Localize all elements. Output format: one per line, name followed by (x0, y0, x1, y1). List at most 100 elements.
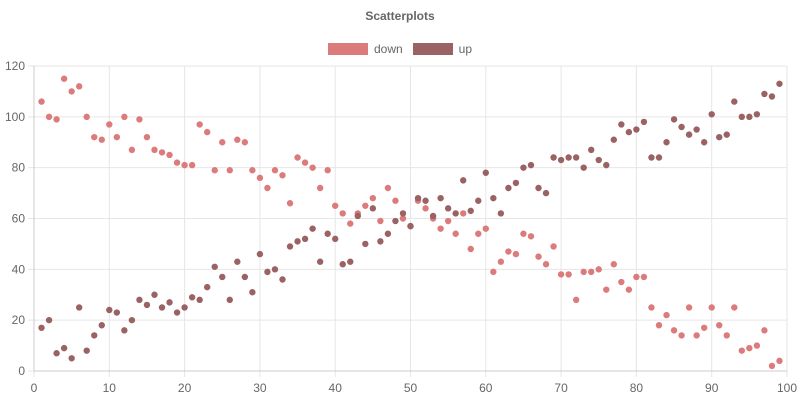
point-down-32[interactable] (271, 167, 279, 174)
point-up-87[interactable] (685, 131, 693, 138)
point-up-81[interactable] (640, 118, 648, 126)
point-up-57[interactable] (460, 177, 467, 184)
point-down-59[interactable] (475, 230, 482, 237)
point-up-10[interactable] (106, 306, 113, 314)
point-down-41[interactable] (339, 210, 346, 217)
point-down-4[interactable] (60, 75, 68, 82)
point-down-45[interactable] (369, 194, 377, 202)
point-up-80[interactable] (633, 126, 640, 133)
point-down-13[interactable] (128, 146, 136, 154)
point-down-84[interactable] (663, 311, 670, 319)
point-up-52[interactable] (422, 197, 429, 204)
point-up-21[interactable] (188, 294, 196, 301)
point-up-77[interactable] (610, 136, 618, 143)
point-up-39[interactable] (324, 230, 331, 237)
point-up-53[interactable] (429, 212, 437, 220)
point-down-96[interactable] (753, 342, 761, 349)
point-up-30[interactable] (256, 250, 264, 258)
point-up-7[interactable] (83, 347, 90, 354)
point-up-38[interactable] (316, 258, 324, 265)
point-down-16[interactable] (151, 146, 158, 154)
point-down-18[interactable] (166, 151, 173, 159)
point-down-55[interactable] (444, 217, 452, 225)
point-up-99[interactable] (776, 80, 783, 87)
point-up-72[interactable] (572, 154, 580, 161)
point-down-76[interactable] (603, 286, 610, 293)
point-up-5[interactable] (68, 355, 75, 362)
point-up-14[interactable] (136, 296, 143, 304)
point-down-1[interactable] (38, 98, 45, 105)
point-down-31[interactable] (264, 184, 271, 192)
point-up-96[interactable] (753, 111, 761, 118)
point-down-14[interactable] (136, 116, 143, 123)
point-down-98[interactable] (768, 362, 776, 370)
point-down-97[interactable] (761, 327, 768, 334)
point-up-95[interactable] (746, 113, 753, 121)
point-down-7[interactable] (83, 113, 90, 121)
point-down-46[interactable] (377, 217, 384, 225)
point-up-78[interactable] (618, 121, 625, 128)
point-up-82[interactable] (648, 154, 655, 161)
point-down-92[interactable] (723, 332, 730, 339)
point-down-78[interactable] (618, 278, 625, 286)
point-up-84[interactable] (663, 139, 670, 146)
point-up-85[interactable] (670, 116, 678, 123)
point-up-40[interactable] (332, 235, 339, 243)
point-down-73[interactable] (580, 268, 587, 276)
point-down-95[interactable] (746, 344, 753, 352)
point-up-42[interactable] (347, 258, 354, 265)
point-up-11[interactable] (113, 309, 121, 316)
point-down-68[interactable] (542, 261, 550, 268)
point-up-51[interactable] (414, 194, 422, 202)
point-down-9[interactable] (98, 136, 105, 143)
point-down-94[interactable] (738, 347, 746, 354)
point-up-12[interactable] (121, 327, 128, 334)
point-down-81[interactable] (640, 273, 648, 281)
point-up-25[interactable] (219, 273, 226, 281)
point-down-80[interactable] (633, 273, 640, 281)
point-up-45[interactable] (369, 205, 377, 212)
point-down-91[interactable] (716, 322, 723, 329)
point-up-35[interactable] (294, 238, 301, 245)
point-up-3[interactable] (53, 350, 60, 357)
point-up-74[interactable] (588, 146, 595, 154)
point-up-68[interactable] (542, 189, 550, 197)
point-up-1[interactable] (38, 324, 45, 331)
point-down-3[interactable] (53, 116, 60, 123)
point-up-13[interactable] (128, 316, 136, 324)
point-up-91[interactable] (716, 133, 723, 141)
point-down-20[interactable] (181, 161, 188, 169)
point-down-29[interactable] (249, 167, 256, 174)
point-up-75[interactable] (595, 156, 602, 164)
point-up-47[interactable] (384, 230, 392, 237)
point-up-49[interactable] (399, 210, 407, 217)
point-down-69[interactable] (550, 243, 557, 250)
point-up-54[interactable] (437, 194, 444, 202)
point-up-32[interactable] (271, 266, 279, 273)
point-up-17[interactable] (158, 304, 166, 311)
point-up-34[interactable] (286, 243, 294, 250)
point-down-93[interactable] (731, 304, 738, 311)
point-down-38[interactable] (316, 184, 324, 192)
point-down-75[interactable] (595, 266, 602, 273)
point-down-74[interactable] (588, 268, 595, 276)
point-down-82[interactable] (648, 304, 655, 311)
point-up-16[interactable] (151, 291, 158, 298)
point-down-60[interactable] (482, 225, 489, 232)
legend-item-up[interactable]: up (412, 42, 472, 56)
point-up-24[interactable] (211, 263, 218, 270)
point-down-64[interactable] (512, 250, 520, 258)
point-down-44[interactable] (362, 202, 369, 209)
point-up-79[interactable] (625, 128, 633, 136)
point-down-27[interactable] (234, 136, 241, 143)
point-down-72[interactable] (572, 296, 580, 304)
point-up-71[interactable] (565, 154, 572, 161)
point-up-56[interactable] (452, 210, 459, 217)
point-up-29[interactable] (249, 289, 256, 296)
point-up-8[interactable] (91, 332, 98, 339)
point-down-89[interactable] (700, 324, 708, 331)
point-up-22[interactable] (196, 296, 203, 304)
point-up-93[interactable] (731, 98, 738, 105)
point-down-39[interactable] (324, 167, 331, 174)
point-up-76[interactable] (603, 161, 610, 169)
